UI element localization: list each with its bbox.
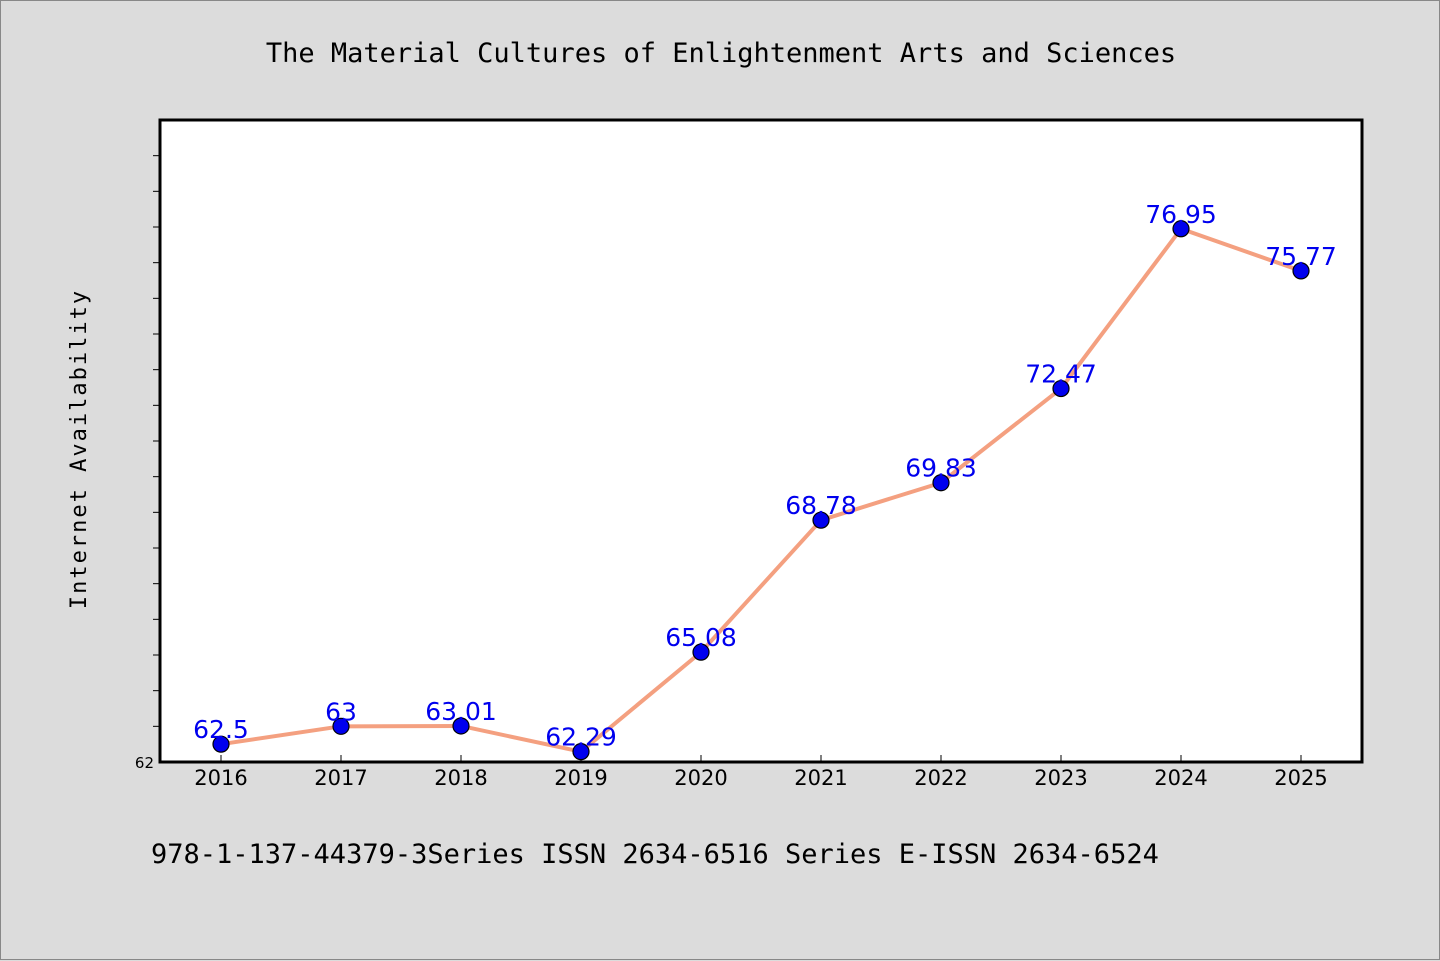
data-point-marker[interactable]: [692, 643, 710, 661]
y-axis-ticks: 62: [135, 155, 160, 772]
data-value-label: 63.01: [425, 697, 497, 726]
data-value-label: 63: [325, 697, 357, 726]
data-value-label: 75.77: [1265, 242, 1337, 271]
x-tick-label: 2025: [1274, 766, 1327, 790]
chart-title: The Material Cultures of Enlightenment A…: [266, 38, 1176, 69]
data-point-marker[interactable]: [572, 743, 590, 761]
series-line: [220, 226, 1302, 754]
x-tick-label: 2020: [674, 766, 727, 790]
x-tick-label: 2016: [194, 766, 247, 790]
x-tick-label: 2023: [1034, 766, 1087, 790]
x-tick-label: 2018: [434, 766, 487, 790]
x-axis-ticks: 2016 2017 2018 2019 2020 2021 2022 2023 2024 2025: [194, 755, 1328, 790]
data-point-marker[interactable]: [332, 717, 350, 735]
data-point-marker[interactable]: [452, 717, 470, 735]
data-point-marker[interactable]: [1052, 379, 1070, 398]
footer-isbn-text: 978-1-137-44379-3Series ISSN 2634-6516 S…: [151, 839, 1159, 870]
data-point-marker[interactable]: [212, 735, 230, 753]
data-value-label: 69.83: [905, 454, 977, 483]
data-point-marker[interactable]: [1172, 220, 1190, 238]
x-tick-label: 2021: [794, 766, 847, 790]
data-value-label: 65.08: [665, 623, 737, 652]
data-point-marker[interactable]: [812, 511, 830, 529]
data-value-label: 62.5: [193, 715, 249, 744]
x-tick-label: 2017: [314, 766, 367, 790]
data-value-label: 62.29: [545, 723, 617, 752]
y-axis-label: Internet Availability: [67, 289, 92, 609]
data-value-label: 76.95: [1145, 200, 1217, 229]
plot-area: [158, 118, 1364, 764]
x-tick-label: 2019: [554, 766, 607, 790]
y-tick-label: 62: [135, 754, 154, 772]
data-point-marker[interactable]: [1292, 262, 1310, 280]
series-group: 62.5 63 63.01 62.29 65.08 68.78 69.83 72.47 76.9…: [193, 200, 1337, 761]
data-value-label: 72.47: [1025, 360, 1097, 389]
data-point-marker[interactable]: [932, 474, 950, 492]
data-value-label: 68.78: [785, 491, 857, 520]
x-tick-label: 2024: [1154, 766, 1207, 790]
x-tick-label: 2022: [914, 766, 967, 790]
